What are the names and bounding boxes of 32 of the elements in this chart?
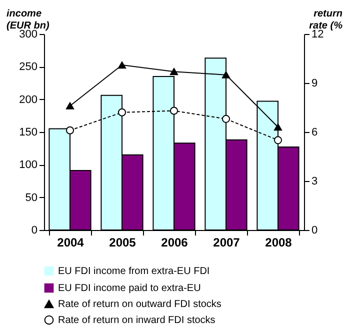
- y2-tick-label: 0: [312, 224, 318, 236]
- y-tick-label: 250: [19, 61, 38, 74]
- y2-tick-label: 6: [312, 126, 318, 138]
- legend-label: Rate of return on inward FDI stocks: [58, 315, 216, 326]
- legend-label: Rate of return on outward FDI stocks: [58, 299, 222, 310]
- legend-label: EU FDI income from extra-EU FDI: [58, 266, 210, 277]
- x-tick-label: 2006: [161, 236, 188, 250]
- y-axis-title: income (EUR bn): [6, 8, 50, 32]
- point: [222, 71, 230, 78]
- point: [274, 124, 282, 131]
- y-tick-label: 100: [19, 159, 38, 172]
- x-tick-label: 2005: [109, 236, 136, 250]
- point: [66, 102, 74, 110]
- legend-label: EU FDI income paid to extra-EU: [58, 283, 201, 294]
- point: [118, 61, 126, 69]
- point: [118, 108, 126, 116]
- point: [170, 68, 178, 76]
- y2-tick-label: 9: [312, 78, 318, 90]
- y-tick-label: 300: [19, 28, 38, 40]
- y-tick-label: 50: [25, 192, 38, 204]
- y-tick-label: 150: [19, 126, 38, 138]
- y-tick-label: 200: [19, 94, 38, 106]
- point: [222, 114, 230, 123]
- point: [274, 136, 282, 144]
- x-tick-label: 2007: [213, 236, 240, 250]
- y2-tick-label: 12: [312, 28, 324, 40]
- y-tick-label: 0: [31, 224, 38, 236]
- point: [170, 106, 178, 115]
- y2-tick-label: 3: [312, 176, 318, 188]
- x-tick-label: 2008: [265, 236, 292, 250]
- x-tick-label: 2004: [57, 236, 84, 250]
- point: [66, 126, 74, 134]
